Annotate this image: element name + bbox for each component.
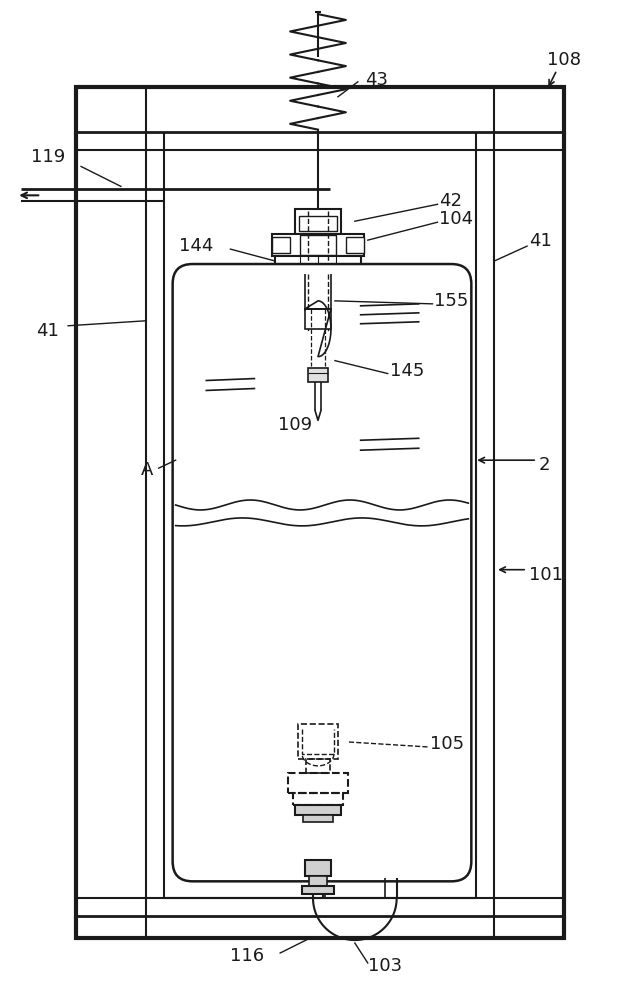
Bar bbox=[295, 209, 341, 234]
Bar bbox=[302, 886, 334, 894]
Bar bbox=[295, 805, 341, 815]
Text: 109: 109 bbox=[278, 416, 312, 434]
Text: 101: 101 bbox=[529, 566, 563, 584]
Text: 41: 41 bbox=[36, 322, 59, 340]
Text: 145: 145 bbox=[390, 362, 424, 380]
Bar bbox=[309, 876, 327, 886]
Text: 144: 144 bbox=[179, 237, 213, 255]
Text: 155: 155 bbox=[434, 292, 469, 310]
Bar bbox=[346, 237, 364, 253]
Bar bbox=[299, 216, 337, 231]
Text: 108: 108 bbox=[547, 51, 581, 69]
Text: 2: 2 bbox=[539, 456, 551, 474]
Bar bbox=[272, 237, 290, 253]
Text: 41: 41 bbox=[529, 232, 552, 250]
Bar bbox=[300, 235, 336, 255]
FancyBboxPatch shape bbox=[172, 264, 471, 881]
Text: 116: 116 bbox=[230, 947, 265, 965]
Bar bbox=[308, 368, 328, 382]
Bar bbox=[293, 793, 343, 805]
Bar bbox=[272, 234, 364, 256]
Bar bbox=[275, 256, 361, 274]
Bar bbox=[303, 815, 333, 822]
Text: 119: 119 bbox=[31, 148, 66, 166]
Text: 105: 105 bbox=[429, 735, 464, 753]
Text: 42: 42 bbox=[439, 192, 462, 210]
Text: 103: 103 bbox=[368, 957, 402, 975]
Bar bbox=[306, 759, 330, 773]
Text: 43: 43 bbox=[365, 71, 388, 89]
Bar bbox=[298, 724, 338, 759]
Bar bbox=[305, 309, 331, 329]
Text: 104: 104 bbox=[439, 210, 474, 228]
Bar bbox=[76, 87, 564, 938]
Text: A: A bbox=[141, 461, 153, 479]
Bar bbox=[305, 860, 331, 876]
Bar bbox=[288, 773, 348, 793]
